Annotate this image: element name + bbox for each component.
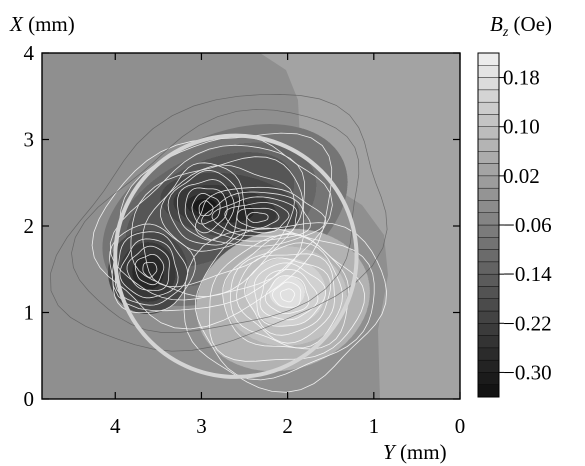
colorbar-level xyxy=(477,298,500,312)
contour-field xyxy=(42,53,460,399)
colorbar-ticks: 0.18 0.10 0.02 −0.06 −0.14 −0.22 −0.30 xyxy=(499,66,552,384)
colorbar-level xyxy=(477,89,500,103)
sample-outline-circle xyxy=(113,133,359,379)
colorbar-level xyxy=(477,335,500,349)
negative-contour xyxy=(184,187,228,234)
x-tick-label: 4 xyxy=(110,414,121,438)
colorbar-level xyxy=(477,114,500,127)
y-axis-symbol: X xyxy=(9,12,24,36)
background-contour xyxy=(50,94,388,352)
colorbar xyxy=(477,52,500,398)
contour-lines-outer xyxy=(50,94,388,352)
colorbar-tick-label: −0.22 xyxy=(503,311,552,335)
positive-contour xyxy=(272,281,302,308)
colorbar-level xyxy=(477,126,500,140)
colorbar-level xyxy=(477,151,500,164)
colorbar-unit: (Oe) xyxy=(508,12,552,36)
colorbar-level xyxy=(477,384,500,398)
x-axis-unit: (mm) xyxy=(395,440,447,464)
positive-lobe-contour xyxy=(183,222,388,393)
contour-lines xyxy=(91,132,388,393)
negative-contour xyxy=(142,262,158,278)
positive-contour xyxy=(236,253,335,344)
x-axis-title: Y (mm) xyxy=(383,440,447,464)
positive-lobe-contour xyxy=(194,227,375,381)
positive-contour xyxy=(259,269,319,321)
y-axis-title: X (mm) xyxy=(9,12,75,36)
negative-contour xyxy=(194,186,327,247)
colorbar-level xyxy=(477,261,500,275)
colorbar-tick-label: −0.06 xyxy=(503,213,552,237)
y-tick-label: 2 xyxy=(24,214,35,238)
colorbar-level xyxy=(477,224,500,238)
y-tick-label: 3 xyxy=(24,128,35,152)
colorbar-level xyxy=(477,65,500,78)
positive-contour xyxy=(244,257,332,336)
y-tick-label: 1 xyxy=(24,301,35,325)
positive-lobe-contour xyxy=(209,233,366,362)
colorbar-level xyxy=(477,175,500,189)
negative-contour xyxy=(167,169,240,246)
negative-contour xyxy=(126,245,170,291)
colorbar-level xyxy=(477,347,500,361)
colorbar-level xyxy=(477,310,500,324)
colorbar-level xyxy=(477,212,500,226)
negative-lobe-contour xyxy=(91,132,333,330)
colorbar-title: Bz (Oe) xyxy=(490,12,552,40)
negative-lobe-contour xyxy=(130,156,304,298)
negative-lobe-contour xyxy=(142,164,295,288)
negative-contour xyxy=(198,200,214,216)
colorbar-level xyxy=(477,52,500,66)
left-minimum-ring-3 xyxy=(132,254,164,290)
y-tick-label: 4 xyxy=(24,41,35,65)
x-tick-label: 1 xyxy=(369,414,380,438)
positive-lobe-peak xyxy=(269,276,305,308)
negative-contour xyxy=(119,238,179,299)
y-tick-label: 0 xyxy=(24,387,35,411)
x-tick-label: 2 xyxy=(282,414,293,438)
colorbar-subscript: z xyxy=(502,25,509,40)
negative-contour xyxy=(176,179,235,241)
colorbar-level xyxy=(477,200,500,213)
negative-contour xyxy=(160,162,248,252)
colorbar-level xyxy=(477,323,500,336)
positive-contour xyxy=(253,262,327,327)
negative-contour xyxy=(134,254,165,286)
colorbar-tick-label: −0.30 xyxy=(503,360,552,384)
y-axis-unit: (mm) xyxy=(23,12,75,36)
negative-contour xyxy=(236,207,280,229)
colorbar-symbol: B xyxy=(490,12,503,36)
colorbar-level xyxy=(477,138,500,152)
colorbar-level xyxy=(477,77,500,91)
negative-contour xyxy=(200,191,312,242)
background-contour xyxy=(71,108,360,333)
colorbar-level xyxy=(477,237,500,250)
y-axis-ticks: 0 1 2 3 4 xyxy=(24,41,460,411)
colorbar-level xyxy=(477,372,500,385)
colorbar-level xyxy=(477,249,500,263)
x-axis-ticks: 4 3 2 1 0 xyxy=(110,53,465,438)
negative-contour xyxy=(246,212,269,224)
x-axis-symbol: Y xyxy=(383,440,397,464)
colorbar-level xyxy=(477,187,500,201)
negative-contour xyxy=(191,192,221,225)
colorbar-level xyxy=(477,273,500,287)
colorbar-tick-label: −0.14 xyxy=(503,262,552,286)
colorbar-tick-label: 0.02 xyxy=(503,164,540,188)
negative-contour xyxy=(109,223,196,314)
x-tick-label: 3 xyxy=(196,414,207,438)
positive-contour xyxy=(230,242,343,349)
colorbar-tick-label: 0.10 xyxy=(503,115,540,139)
colorbar-level xyxy=(477,163,500,177)
colorbar-level xyxy=(477,101,500,115)
colorbar-level xyxy=(477,286,500,299)
colorbar-tick-label: 0.18 xyxy=(503,66,540,90)
x-tick-label: 0 xyxy=(455,414,466,438)
negative-lobe-contour xyxy=(109,144,306,301)
positive-contour xyxy=(280,288,296,303)
colorbar-level xyxy=(477,359,500,373)
negative-contour xyxy=(211,196,298,237)
negative-contour xyxy=(224,202,290,234)
